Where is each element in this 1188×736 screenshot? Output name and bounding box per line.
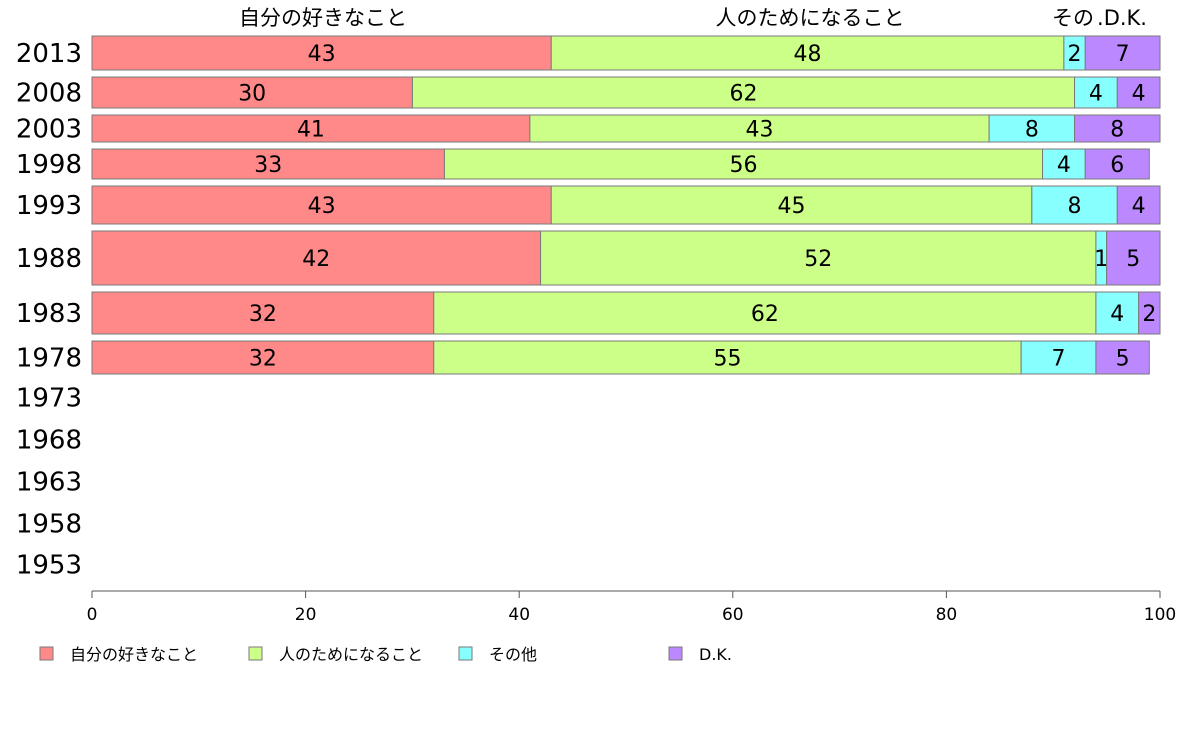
year-label-1978: 1978: [16, 344, 82, 374]
bar-value-label-1993-s0: 43: [308, 194, 336, 219]
bar-value-label-1988-s1: 52: [804, 247, 832, 272]
year-label-1993: 1993: [16, 191, 82, 221]
bar-segment-1978-s0: [91, 340, 435, 375]
bar-value-label-1998-s3: 6: [1110, 153, 1124, 178]
legend: 自分の好きなこと 人のためになること その他 D.K.: [39, 645, 732, 664]
bar-value-label-1983-s2: 4: [1110, 302, 1124, 327]
year-label-1953: 1953: [16, 551, 82, 581]
header-label-other: その: [1052, 6, 1094, 30]
bar-value-label-1993-s2: 8: [1068, 194, 1082, 219]
bar-segment-1993-s0: [91, 185, 552, 225]
header-label-helping-others: 人のためになること: [716, 6, 905, 30]
bar-value-label-1978-s1: 55: [713, 347, 741, 372]
year-label-1968: 1968: [16, 426, 82, 456]
bar-value-label-2013-s2: 2: [1068, 42, 1082, 67]
bar-segment-1993-s3: [1116, 185, 1161, 225]
bar-value-label-2003-s0: 41: [297, 118, 325, 143]
bar-segment-2008-s2: [1074, 76, 1118, 109]
legend-label-s3: D.K.: [699, 645, 732, 664]
bar-value-label-1978-s0: 32: [249, 347, 277, 372]
year-label-2008: 2008: [16, 79, 82, 109]
bar-value-label-1988-s3: 5: [1126, 247, 1140, 272]
bar-value-label-1993-s3: 4: [1132, 194, 1146, 219]
bar-value-label-2003-s3: 8: [1110, 118, 1124, 143]
bar-segment-1998-s3: [1084, 148, 1150, 180]
bar-segment-1998-s1: [443, 148, 1044, 180]
bar-segment-1993-s2: [1031, 185, 1118, 225]
bar-value-label-2008-s2: 4: [1089, 82, 1103, 107]
x-axis: 0 20 40 60 80 100: [87, 590, 1176, 625]
year-label-1963: 1963: [16, 468, 82, 498]
bar-segment-1983-s0: [91, 291, 435, 335]
bar-segment-1978-s3: [1095, 340, 1150, 375]
bar-segment-2013-s1: [550, 35, 1065, 71]
bar-segment-2003-s3: [1074, 114, 1161, 143]
header-label-own-preference: 自分の好きなこと: [239, 6, 407, 30]
bar-segment-1983-s2: [1095, 291, 1140, 335]
bar-segment-1988-s0: [91, 230, 542, 286]
year-label-1958: 1958: [16, 510, 82, 540]
bar-value-label-2008-s1: 62: [729, 82, 757, 107]
year-label-2013: 2013: [16, 39, 82, 69]
year-labels: 2013 2008 2003 1998 1993 1988 1983 1978 1973 1968…: [16, 39, 82, 581]
bar-segment-2013-s3: [1084, 35, 1161, 71]
category-headers: 自分の好きなこと 人のためになること その .D.K.: [239, 6, 1147, 30]
bar-segment-2008-s1: [411, 76, 1076, 109]
bar-value-label-1978-s3: 5: [1116, 347, 1130, 372]
bar-value-label-1978-s2: 7: [1052, 347, 1066, 372]
bar-value-label-1988-s0: 42: [302, 247, 330, 272]
legend-label-s0: 自分の好きなこと: [70, 645, 198, 664]
year-label-1983: 1983: [16, 299, 82, 329]
legend-swatch-s0: [39, 646, 54, 661]
bar-segment-2003-s1: [529, 114, 990, 143]
header-label-dk: .D.K.: [1097, 6, 1147, 30]
bars-layer: 43 48 2 730 62 4 441 43 8 833 56 4 643 45 8 442 52 1 532 62…: [91, 35, 1161, 375]
bar-segment-1988-s3: [1106, 230, 1161, 286]
bar-segment-1998-s2: [1042, 148, 1086, 180]
bar-value-label-2013-s3: 7: [1116, 42, 1130, 67]
year-label-1988: 1988: [16, 244, 82, 274]
bar-value-label-1983-s0: 32: [249, 302, 277, 327]
bar-segment-2008-s3: [1116, 76, 1161, 109]
legend-label-s1: 人のためになること: [279, 645, 423, 664]
bar-value-label-2013-s1: 48: [794, 42, 822, 67]
bar-value-label-1998-s1: 56: [729, 153, 757, 178]
bar-segment-1978-s2: [1020, 340, 1097, 375]
bar-value-label-2003-s1: 43: [746, 118, 774, 143]
bar-value-label-1993-s1: 45: [778, 194, 806, 219]
bar-segment-1983-s3: [1138, 291, 1161, 335]
bar-value-label-2003-s2: 8: [1025, 118, 1039, 143]
bar-segment-1993-s1: [550, 185, 1033, 225]
bar-value-label-2013-s0: 43: [308, 42, 336, 67]
x-tick-label-20: 20: [295, 605, 317, 625]
year-label-1998: 1998: [16, 150, 82, 180]
bar-value-label-1983-s3: 2: [1142, 302, 1156, 327]
bar-segment-2003-s2: [988, 114, 1076, 143]
x-tick-label-80: 80: [936, 605, 958, 625]
legend-swatch-s1: [248, 646, 263, 661]
bar-segment-1998-s0: [91, 148, 445, 180]
year-label-2003: 2003: [16, 115, 82, 145]
bar-segment-2008-s0: [91, 76, 413, 109]
bar-value-label-1988-s2: 1: [1094, 247, 1108, 272]
x-tick-label-60: 60: [722, 605, 744, 625]
bar-segment-1978-s1: [433, 340, 1022, 375]
year-label-1973: 1973: [16, 384, 82, 414]
bar-value-label-1998-s2: 4: [1057, 153, 1071, 178]
bar-segment-2013-s0: [91, 35, 552, 71]
legend-label-s2: その他: [489, 645, 537, 664]
x-tick-label-100: 100: [1144, 605, 1176, 625]
bar-value-label-2008-s0: 30: [238, 82, 266, 107]
x-tick-label-40: 40: [508, 605, 530, 625]
bar-segment-1988-s1: [540, 230, 1097, 286]
x-tick-label-0: 0: [87, 605, 98, 625]
bar-value-label-1998-s0: 33: [254, 153, 282, 178]
bar-value-label-2008-s3: 4: [1132, 82, 1146, 107]
legend-swatch-s3: [668, 646, 683, 661]
legend-swatch-s2: [458, 646, 473, 661]
bar-segment-2003-s0: [91, 114, 531, 143]
bar-value-label-1983-s1: 62: [751, 302, 779, 327]
